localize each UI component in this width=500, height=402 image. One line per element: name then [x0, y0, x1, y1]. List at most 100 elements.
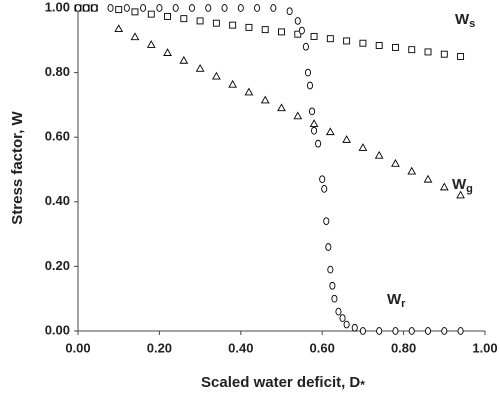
circle-marker — [74, 4, 82, 12]
y-tick-label: 0.20 — [45, 258, 70, 273]
circle-marker — [327, 265, 334, 274]
circle-marker — [359, 327, 366, 335]
square-marker — [261, 26, 269, 34]
circle-marker — [319, 175, 326, 184]
annotation: Ws — [455, 11, 475, 30]
circle-marker — [335, 307, 342, 316]
square-marker — [164, 12, 171, 20]
square-marker — [278, 28, 285, 36]
square-marker — [212, 19, 220, 27]
square-marker — [392, 43, 399, 51]
triangle-marker — [114, 24, 124, 33]
triangle-marker — [325, 127, 335, 136]
y-tick-label: 0.60 — [45, 129, 70, 144]
circle-marker — [172, 4, 179, 12]
circle-marker — [329, 281, 336, 290]
circle-marker — [321, 185, 328, 193]
triangle-marker — [212, 71, 221, 80]
circle-marker — [140, 4, 147, 12]
x-tick-label: 0.00 — [65, 340, 90, 355]
circle-marker — [408, 327, 415, 335]
triangle-marker — [456, 190, 465, 199]
circle-marker — [311, 126, 318, 135]
x-axis-label-text: Scaled water deficit, D — [201, 374, 360, 391]
circle-marker — [83, 4, 90, 12]
circle-marker — [441, 327, 448, 335]
y-tick-label: 0.80 — [45, 64, 70, 79]
square-marker — [440, 50, 448, 58]
y-tick-label: 0.00 — [45, 322, 70, 337]
circle-marker — [343, 320, 350, 329]
square-marker — [196, 17, 204, 25]
annotation-text: W — [455, 11, 470, 28]
x-tick-label: 1.00 — [472, 340, 497, 355]
square-marker — [147, 10, 155, 18]
annotation-text: W — [452, 176, 467, 193]
triangle-marker — [309, 119, 319, 128]
triangle-marker — [293, 111, 303, 120]
triangle-marker — [163, 48, 172, 56]
annotation: Wr — [387, 291, 406, 310]
triangle-marker — [130, 32, 140, 41]
square-marker — [245, 23, 253, 31]
triangle-marker — [358, 143, 368, 151]
circle-marker — [237, 4, 244, 12]
circle-marker — [123, 4, 130, 12]
circle-marker — [205, 4, 212, 12]
triangle-marker — [195, 64, 205, 72]
triangle-marker — [391, 158, 400, 167]
annotation: Wg — [452, 176, 473, 195]
circle-marker — [376, 327, 383, 335]
circle-marker — [270, 4, 277, 12]
y-axis-label: Stress factor, W — [9, 110, 26, 224]
circle-marker — [315, 139, 322, 148]
triangle-marker — [407, 166, 417, 175]
triangle-marker — [423, 174, 433, 183]
square-marker — [343, 37, 351, 45]
circle-marker — [302, 42, 309, 51]
circle-marker — [325, 243, 332, 251]
circle-marker — [424, 327, 432, 335]
x-axis-label: Scaled water deficit, D* — [201, 374, 365, 392]
x-tick-label: 0.80 — [391, 340, 416, 355]
circle-marker — [156, 4, 163, 12]
circle-marker — [188, 4, 196, 12]
triangle-marker — [146, 40, 156, 48]
circle-marker — [221, 4, 228, 12]
circle-marker — [392, 327, 399, 335]
circle-marker — [294, 17, 301, 25]
square-marker — [229, 21, 237, 29]
square-marker — [359, 39, 367, 47]
annotation-text: W — [387, 291, 402, 308]
triangle-marker — [260, 95, 270, 104]
y-tick-label: 1.00 — [45, 0, 70, 14]
x-tick-label: 0.20 — [147, 340, 172, 355]
y-tick-label: 0.40 — [45, 193, 70, 208]
square-marker — [408, 46, 416, 54]
circle-marker — [323, 217, 330, 226]
triangle-marker — [277, 103, 286, 112]
circle-marker — [107, 4, 114, 12]
triangle-marker — [342, 135, 351, 143]
circle-marker — [351, 323, 358, 332]
square-marker — [457, 53, 465, 60]
annotation-sub: s — [469, 18, 475, 30]
x-axis-label-sub: * — [360, 378, 365, 392]
circle-marker — [308, 107, 316, 116]
triangle-marker — [244, 87, 254, 96]
square-marker — [180, 15, 188, 23]
circle-marker — [331, 294, 338, 303]
triangle-marker — [374, 150, 384, 159]
circle-marker — [306, 81, 314, 90]
circle-marker — [339, 314, 346, 322]
annotation-sub: g — [466, 183, 473, 195]
triangle-marker — [179, 55, 189, 64]
square-marker — [424, 48, 432, 56]
x-tick-label: 0.60 — [310, 340, 335, 355]
square-marker — [326, 35, 334, 43]
annotation-sub: r — [401, 298, 406, 310]
square-marker — [131, 8, 139, 16]
triangle-marker — [228, 79, 238, 88]
